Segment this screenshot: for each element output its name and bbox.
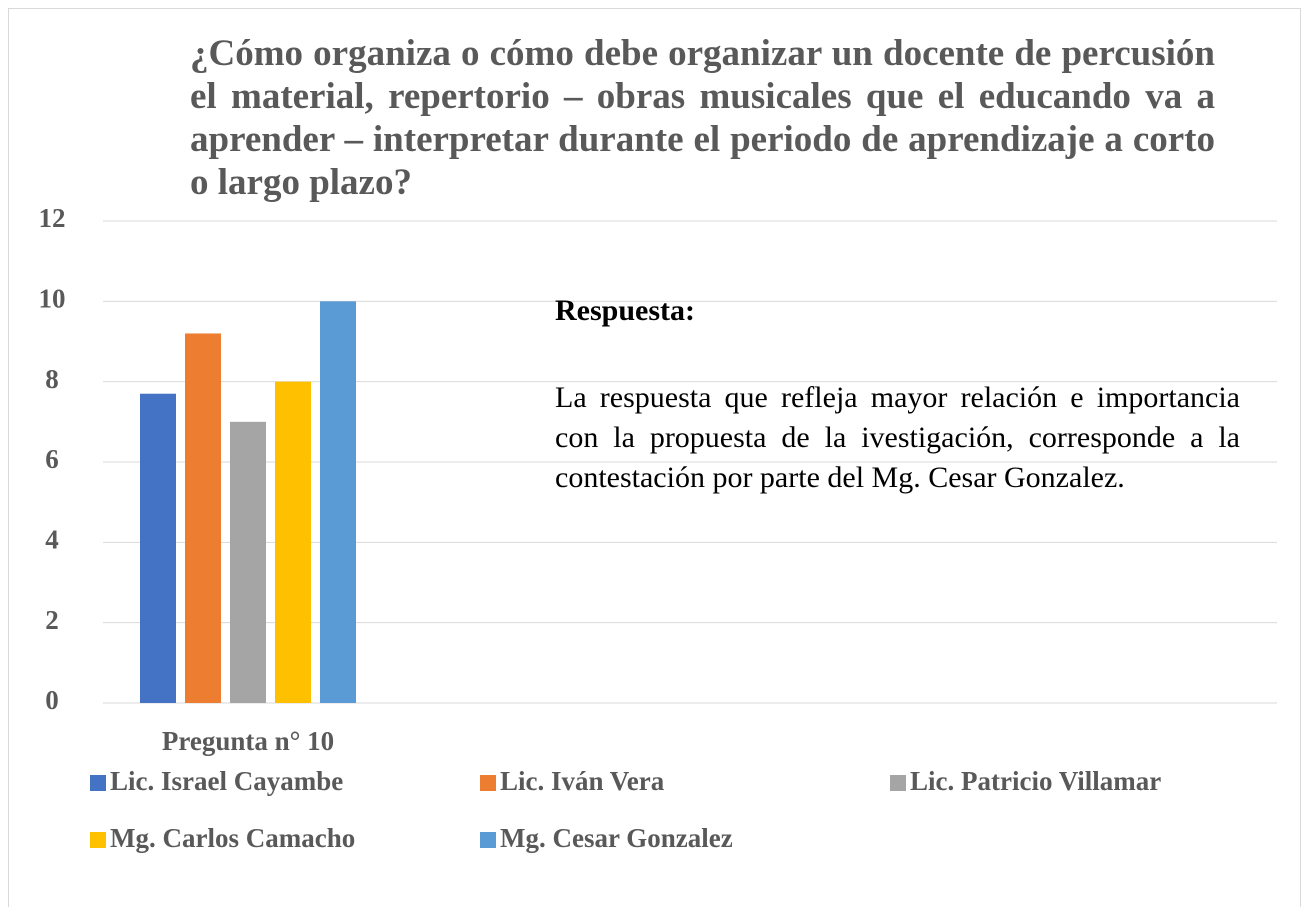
y-tick-label: 2 bbox=[45, 605, 59, 635]
bar bbox=[185, 333, 221, 703]
y-tick-label: 8 bbox=[45, 364, 59, 394]
legend-swatch bbox=[480, 832, 496, 848]
legend-label: Lic. Iván Vera bbox=[500, 766, 665, 796]
y-tick-label: 6 bbox=[45, 444, 59, 474]
chart-border bbox=[8, 8, 1301, 907]
bar bbox=[230, 421, 266, 703]
legend-swatch bbox=[90, 832, 106, 848]
legend-label: Lic. Patricio Villamar bbox=[910, 766, 1161, 796]
y-tick-label: 12 bbox=[39, 203, 66, 233]
bar bbox=[140, 393, 176, 703]
legend-label: Mg. Carlos Camacho bbox=[110, 823, 355, 853]
x-tick-label: Pregunta n° 10 bbox=[162, 726, 334, 756]
legend-label: Lic. Israel Cayambe bbox=[110, 766, 343, 796]
bar bbox=[275, 381, 311, 703]
bar bbox=[320, 301, 356, 703]
chart-title: ¿Cómo organiza o cómo debe organizar un … bbox=[190, 33, 1215, 203]
legend-label: Mg. Cesar Gonzalez bbox=[500, 823, 733, 853]
y-tick-label: 0 bbox=[45, 685, 59, 715]
legend-swatch bbox=[890, 775, 906, 791]
annotation: La respuesta que refleja mayor relación … bbox=[555, 381, 1240, 494]
legend-swatch bbox=[480, 775, 496, 791]
annotation-title: Respuesta: bbox=[555, 294, 695, 327]
y-tick-label: 4 bbox=[45, 525, 59, 555]
y-tick-label: 10 bbox=[39, 284, 66, 314]
legend-swatch bbox=[90, 775, 106, 791]
